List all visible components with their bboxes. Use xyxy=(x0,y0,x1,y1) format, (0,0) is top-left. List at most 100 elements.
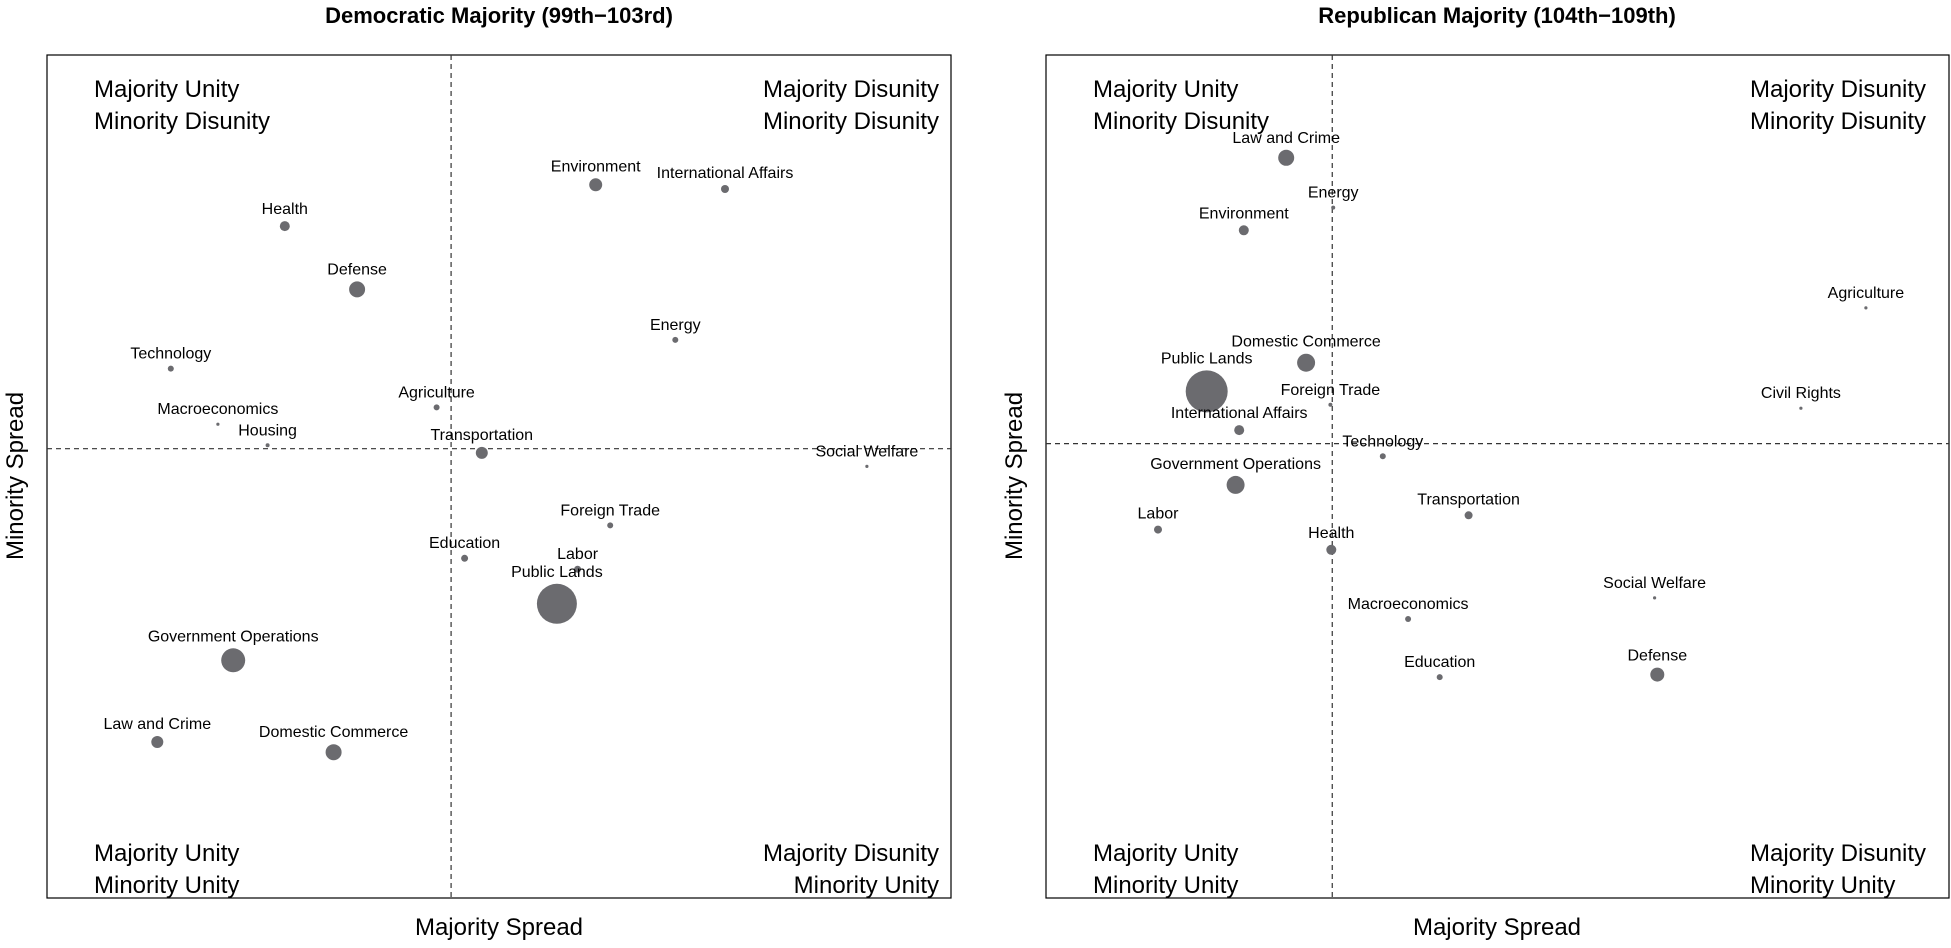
x-axis-label: Majority Spread xyxy=(415,914,583,941)
data-points: Health Defense Technology Macroeconomics Hou… xyxy=(103,158,918,761)
data-point xyxy=(1650,667,1665,682)
data-point-label: Social Welfare xyxy=(815,443,918,460)
data-point-label: Defense xyxy=(1628,648,1688,665)
data-point xyxy=(721,185,729,193)
data-point-label: Transportation xyxy=(431,427,534,444)
data-point-label: Environment xyxy=(1199,205,1289,222)
data-point-label: Energy xyxy=(1308,185,1359,202)
data-point xyxy=(325,744,342,761)
data-point-label: Education xyxy=(429,535,500,552)
quadrant-label-bottom-right-line1: Majority Disunity xyxy=(763,840,939,867)
data-points: Law and Crime Energy Environment Domestic C… xyxy=(1138,130,1905,682)
data-point xyxy=(536,583,577,624)
data-point-label: International Affairs xyxy=(1171,405,1308,422)
plot-frame xyxy=(46,54,952,899)
data-point xyxy=(672,336,679,343)
panel-democratic-majority: Democratic Majority (99th−103rd) Majorit… xyxy=(2,3,952,941)
quadrant-label-bottom-right-line1: Majority Disunity xyxy=(1750,840,1926,867)
data-point xyxy=(433,404,440,411)
data-point xyxy=(167,365,174,372)
data-point-label: Technology xyxy=(130,346,211,363)
quadrant-label-bottom-left-line2: Minority Unity xyxy=(94,872,239,899)
data-point-label: Environment xyxy=(551,158,641,175)
quadrant-label-top-right-line1: Majority Disunity xyxy=(1750,76,1926,103)
data-point xyxy=(1326,544,1337,555)
data-point xyxy=(1405,616,1412,622)
data-point xyxy=(1331,205,1336,210)
data-point xyxy=(1226,475,1245,494)
chart-title: Republican Majority (104th−109th) xyxy=(1318,3,1676,28)
y-axis-label: Minority Spread xyxy=(1001,392,1028,560)
data-point-label: Technology xyxy=(1342,433,1423,450)
quadrant-label-top-left-line1: Majority Unity xyxy=(1093,76,1238,103)
data-point-label: Public Lands xyxy=(511,564,603,581)
data-point-label: Government Operations xyxy=(1150,456,1321,473)
data-point-label: Housing xyxy=(238,422,297,439)
data-point xyxy=(1297,353,1316,372)
quadrant-label-top-right-line2: Minority Disunity xyxy=(763,108,939,135)
data-point xyxy=(607,522,614,529)
data-point xyxy=(216,422,220,426)
data-point-label: Transportation xyxy=(1417,491,1520,508)
data-point-label: Macroeconomics xyxy=(157,401,278,418)
data-point-label: Foreign Trade xyxy=(560,502,660,519)
data-point-label: International Affairs xyxy=(657,165,794,182)
quadrant-label-bottom-left-line1: Majority Unity xyxy=(94,840,239,867)
data-point-label: Defense xyxy=(327,261,387,278)
data-point xyxy=(221,648,246,673)
y-axis-label: Minority Spread xyxy=(2,392,29,560)
data-point xyxy=(461,554,469,562)
data-point xyxy=(349,281,366,298)
data-point-label: Agriculture xyxy=(1828,285,1905,302)
data-point-label: Labor xyxy=(557,546,599,563)
data-point xyxy=(1154,525,1162,534)
data-point-label: Domestic Commerce xyxy=(259,724,408,741)
data-point-label: Health xyxy=(262,201,308,218)
data-point-label: Health xyxy=(1308,525,1354,542)
x-axis-label: Majority Spread xyxy=(1413,914,1581,941)
data-point-label: Public Lands xyxy=(1161,350,1253,367)
data-point-label: Education xyxy=(1404,654,1475,671)
panel-republican-majority: Republican Majority (104th−109th) Majori… xyxy=(1001,3,1950,941)
data-point-label: Energy xyxy=(650,317,701,334)
data-point xyxy=(265,443,270,448)
data-point xyxy=(1436,674,1443,681)
data-point xyxy=(1238,225,1249,236)
data-point xyxy=(865,464,869,468)
data-point xyxy=(589,178,603,192)
quadrant-label-top-left-line2: Minority Disunity xyxy=(1093,108,1269,135)
quadrant-label-top-left-line2: Minority Disunity xyxy=(94,108,270,135)
data-point xyxy=(279,221,290,232)
data-point xyxy=(574,565,582,573)
data-point xyxy=(151,736,164,748)
data-point-label: Agriculture xyxy=(398,384,475,401)
data-point xyxy=(1379,453,1386,460)
data-point-label: Domestic Commerce xyxy=(1231,334,1380,351)
data-point-label: Foreign Trade xyxy=(1281,382,1381,399)
quadrant-label-top-right-line1: Majority Disunity xyxy=(763,76,939,103)
quadrant-label-bottom-left-line2: Minority Unity xyxy=(1093,872,1238,899)
data-point xyxy=(1799,406,1803,410)
data-point xyxy=(1278,149,1295,166)
chart-title: Democratic Majority (99th−103rd) xyxy=(325,3,673,28)
data-point xyxy=(1653,596,1657,600)
data-point xyxy=(1185,370,1228,413)
data-point-label: Civil Rights xyxy=(1761,385,1841,402)
quadrant-label-bottom-right-line2: Minority Unity xyxy=(1750,872,1895,899)
data-point xyxy=(1864,306,1868,310)
quadrant-label-bottom-left-line1: Majority Unity xyxy=(1093,840,1238,867)
data-point-label: Government Operations xyxy=(148,628,319,645)
data-point-label: Labor xyxy=(1138,506,1180,523)
data-point xyxy=(1328,402,1333,407)
data-point-label: Law and Crime xyxy=(1232,130,1340,147)
plot-frame xyxy=(1045,54,1950,899)
quadrant-label-top-right-line2: Minority Disunity xyxy=(1750,108,1926,135)
data-point-label: Macroeconomics xyxy=(1348,596,1469,613)
data-point xyxy=(475,446,488,459)
data-point-label: Social Welfare xyxy=(1603,575,1706,592)
quadrant-label-bottom-right-line2: Minority Unity xyxy=(794,872,939,899)
data-point xyxy=(1234,425,1245,436)
data-point-label: Law and Crime xyxy=(103,716,211,733)
quadrant-label-top-left-line1: Majority Unity xyxy=(94,76,239,103)
